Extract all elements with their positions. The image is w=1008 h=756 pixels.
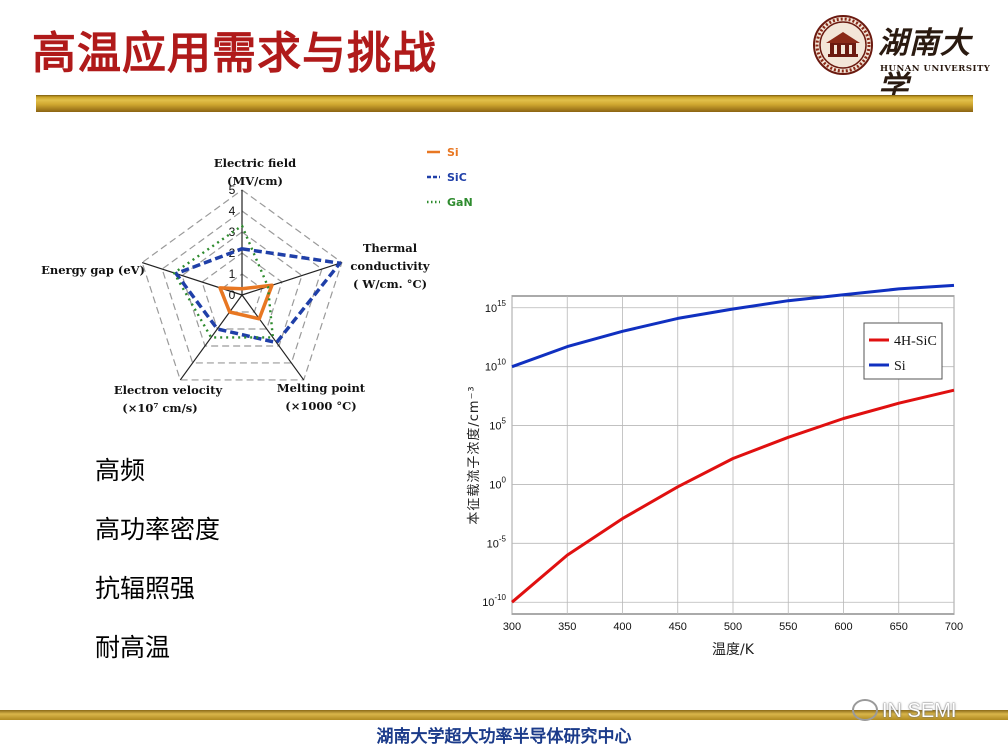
series-line-4h-sic <box>511 388 955 604</box>
page-title: 高温应用需求与挑战 <box>32 28 437 79</box>
radar-axis-label: conductivity <box>350 259 429 273</box>
radar-legend-label: GaN <box>447 196 473 209</box>
y-tick-exponent: -10 <box>494 593 506 602</box>
footer-divider <box>0 710 1008 720</box>
radar-axis-label: (×10⁷ cm/s) <box>122 401 197 415</box>
x-tick-label: 450 <box>669 621 687 633</box>
radar-axis-label: (MV/cm) <box>227 174 283 188</box>
radar-grid-ring <box>201 252 283 330</box>
y-tick-label: 105 <box>489 417 506 433</box>
radar-tick-label: 0 <box>229 288 236 302</box>
x-tick-label: 300 <box>503 621 521 633</box>
radar-legend-label: Si <box>447 146 459 159</box>
bullet-list: 高频 高功率密度 抗辐照强 耐高温 <box>95 452 220 688</box>
x-tick-label: 400 <box>613 621 631 633</box>
x-tick-label: 550 <box>779 621 797 633</box>
x-tick-label: 650 <box>890 621 908 633</box>
y-tick-exponent: 10 <box>497 358 506 367</box>
radar-axis-line <box>241 261 343 296</box>
university-seal-icon <box>813 15 873 75</box>
y-axis-label: 本征载流子浓度/cm⁻³ <box>466 385 482 524</box>
series-line-si <box>511 283 955 369</box>
y-tick-label: 1015 <box>485 299 507 315</box>
carrier-concentration-chart: 300 350 400 450 500 550 600 650 70010-1010-51001… <box>466 283 963 658</box>
radar-tick-label: 1 <box>229 267 236 281</box>
logo-chinese-name: 湖南大学 <box>878 26 971 105</box>
radar-series-gan <box>172 224 275 339</box>
radar-grid-ring <box>221 273 263 313</box>
radar-axis-label: Electric field <box>214 156 296 170</box>
x-tick-label: 350 <box>558 621 576 633</box>
y-tick-label: 10-10 <box>482 593 506 609</box>
y-tick-exponent: -5 <box>499 534 507 543</box>
radar-axis-label: (×1000 °C) <box>285 399 356 413</box>
header-divider <box>36 95 973 112</box>
y-tick-exponent: 0 <box>502 475 507 484</box>
footer-text: 湖南大学超大功率半导体研究中心 <box>376 727 632 747</box>
x-axis-label: 温度/K <box>712 642 755 658</box>
x-tick-label: 600 <box>834 621 852 633</box>
radar-axis-label: Melting point <box>277 381 366 395</box>
wechat-icon <box>852 698 878 721</box>
bullet-item: 高频 <box>95 456 146 485</box>
radar-axis-label: Thermal <box>363 241 418 255</box>
bullet-item: 抗辐照强 <box>95 574 196 603</box>
y-tick-exponent: 15 <box>497 299 506 308</box>
legend-label: Si <box>894 359 906 374</box>
radar-series-sic <box>174 247 342 345</box>
watermark: IN SEMI <box>852 698 957 723</box>
radar-tick-label: 4 <box>229 204 236 218</box>
radar-grid-ring <box>181 231 303 347</box>
radar-axis-line <box>179 294 243 381</box>
radar-series-si <box>218 283 274 321</box>
x-tick-label: 500 <box>724 621 742 633</box>
legend-label: 4H-SiC <box>894 334 937 349</box>
y-tick-label: 100 <box>489 475 506 491</box>
bullet-item: 高功率密度 <box>95 515 221 544</box>
radar-legend-label: SiC <box>447 171 467 184</box>
y-tick-label: 1010 <box>485 358 507 374</box>
radar-axis-line <box>241 294 305 381</box>
y-tick-label: 10-5 <box>487 534 507 550</box>
radar-axis-label: Energy gap (eV) <box>41 263 145 277</box>
chart-legend <box>863 322 943 380</box>
university-logo: 湖南大学 HUNAN UNIVERSITY <box>812 14 992 105</box>
radar-axis-label: Electron velocity <box>114 383 223 397</box>
y-tick-exponent: 5 <box>502 417 507 426</box>
radar-tick-label: 5 <box>229 183 236 197</box>
radar-axis-line <box>141 261 243 296</box>
x-tick-label: 700 <box>945 621 963 633</box>
watermark-text: IN SEMI <box>882 700 957 722</box>
bullet-item: 耐高温 <box>95 633 171 662</box>
radar-axis-label: ( W/cm. °C) <box>353 277 427 291</box>
logo-english-name: HUNAN UNIVERSITY <box>880 64 991 74</box>
radar-grid-ring <box>141 189 343 381</box>
